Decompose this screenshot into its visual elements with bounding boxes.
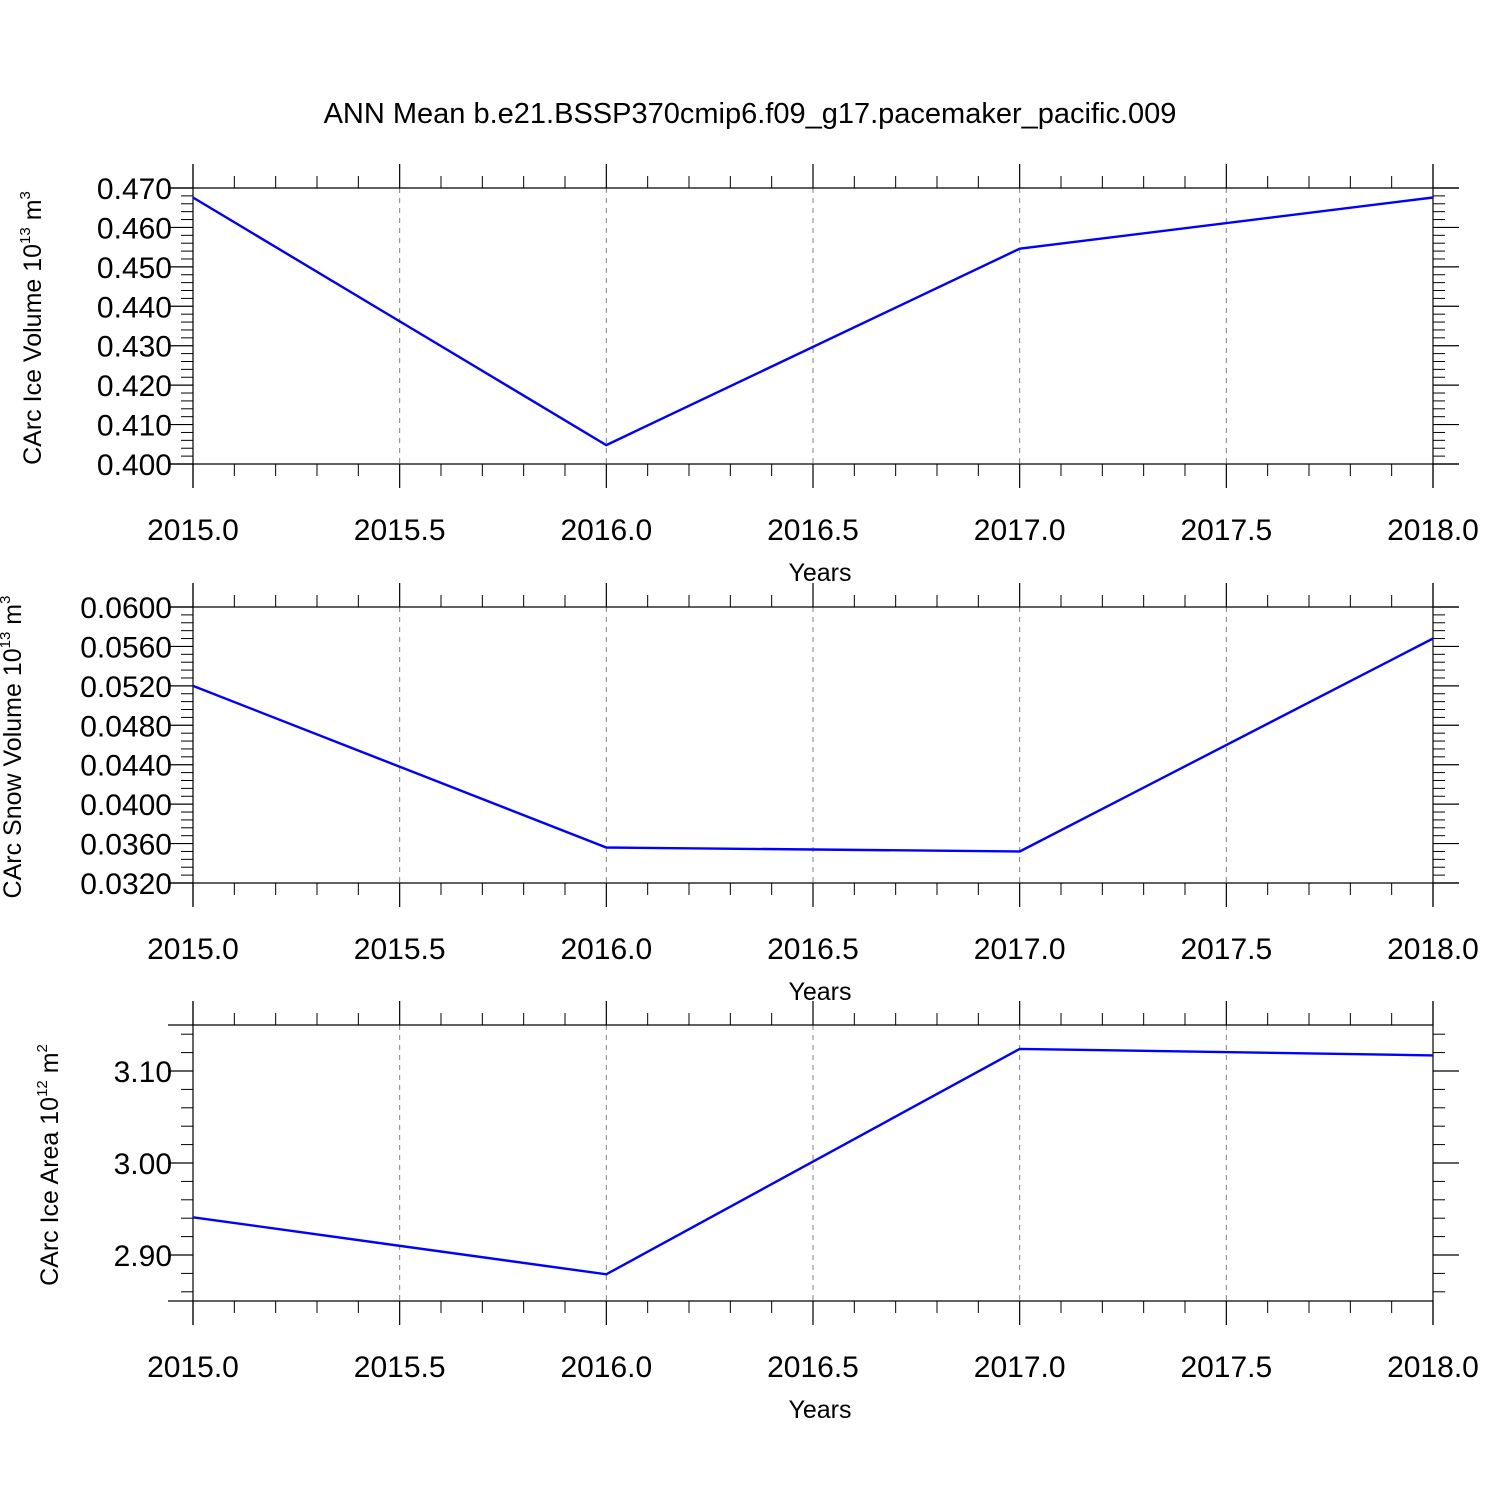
panel-1-series-line — [192, 196, 1434, 447]
panel-1-xtick-label: 2018.0 — [1387, 514, 1479, 547]
panel-1-ytick-label: 0.430 — [97, 331, 172, 364]
chart-title: ANN Mean b.e21.BSSP370cmip6.f09_g17.pace… — [323, 98, 1177, 130]
panel-2-xtick-label: 2017.0 — [974, 933, 1066, 966]
panel-3-xtick-label: 2017.5 — [1180, 1351, 1272, 1384]
panel-2-ytick-label: 0.0480 — [80, 710, 172, 743]
panel-2-ytick-label: 0.0360 — [80, 829, 172, 862]
panel-3-ytick-label: 3.00 — [114, 1148, 172, 1181]
panel-1-xtick-label: 2016.0 — [560, 514, 652, 547]
panel-2-ytick-label: 0.0520 — [80, 671, 172, 704]
panel-1-ytick-label: 0.440 — [97, 291, 172, 324]
panel-2-xtick-label: 2018.0 — [1387, 933, 1479, 966]
panel-3-xtick-label: 2016.0 — [560, 1351, 652, 1384]
panel-1-xaxis-title: Years — [788, 559, 851, 587]
panel-1-ytick-label: 0.460 — [97, 212, 172, 245]
panel-1-xtick-label: 2017.5 — [1180, 514, 1272, 547]
panel-3-xtick-label: 2016.5 — [767, 1351, 859, 1384]
panel-1-xtick-label: 2015.5 — [354, 514, 446, 547]
panel-2-yaxis-title: CArc Snow Volume 1013 m3 — [0, 596, 27, 899]
panel-3-yaxis-title: CArc Ice Area 1012 m2 — [34, 1044, 64, 1286]
panel-3-xtick-label: 2015.5 — [354, 1351, 446, 1384]
panel-1-ytick-label: 0.410 — [97, 410, 172, 443]
panel-2-xtick-label: 2017.5 — [1180, 933, 1272, 966]
panel-1-ytick-label: 0.400 — [97, 449, 172, 482]
panel-2-ytick-label: 0.0600 — [80, 592, 172, 625]
panel-2-xtick-label: 2016.5 — [767, 933, 859, 966]
panel-1-yaxis-title: CArc Ice Volume 1013 m3 — [17, 191, 47, 465]
panel-1-ytick-label: 0.470 — [97, 173, 172, 206]
panel-3-xtick-label: 2018.0 — [1387, 1351, 1479, 1384]
panel-2-xaxis-title: Years — [788, 978, 851, 1006]
panel-2-series-line — [192, 637, 1434, 853]
panel-2-ytick-label: 0.0400 — [80, 789, 172, 822]
panel-1-xtick-label: 2016.5 — [767, 514, 859, 547]
panel-3-ytick-label: 2.90 — [114, 1240, 172, 1273]
panel-2-xtick-label: 2015.0 — [147, 933, 239, 966]
panel-2-ytick-label: 0.0320 — [80, 868, 172, 901]
panel-1-ytick-label: 0.420 — [97, 370, 172, 403]
panel-3-xtick-label: 2017.0 — [974, 1351, 1066, 1384]
panel-1-xtick-label: 2015.0 — [147, 514, 239, 547]
panel-2-ytick-label: 0.0440 — [80, 750, 172, 783]
panel-3-xaxis-title: Years — [788, 1396, 851, 1424]
panel-1-ytick-label: 0.450 — [97, 252, 172, 285]
panel-2-ytick-label: 0.0560 — [80, 631, 172, 664]
panel-3-ytick-label: 3.10 — [114, 1056, 172, 1089]
panel-2-xtick-label: 2015.5 — [354, 933, 446, 966]
panel-3-series-line — [192, 1047, 1434, 1276]
panel-2-xtick-label: 2016.0 — [560, 933, 652, 966]
panel-1-xtick-label: 2017.0 — [974, 514, 1066, 547]
panel-3-xtick-label: 2015.0 — [147, 1351, 239, 1384]
